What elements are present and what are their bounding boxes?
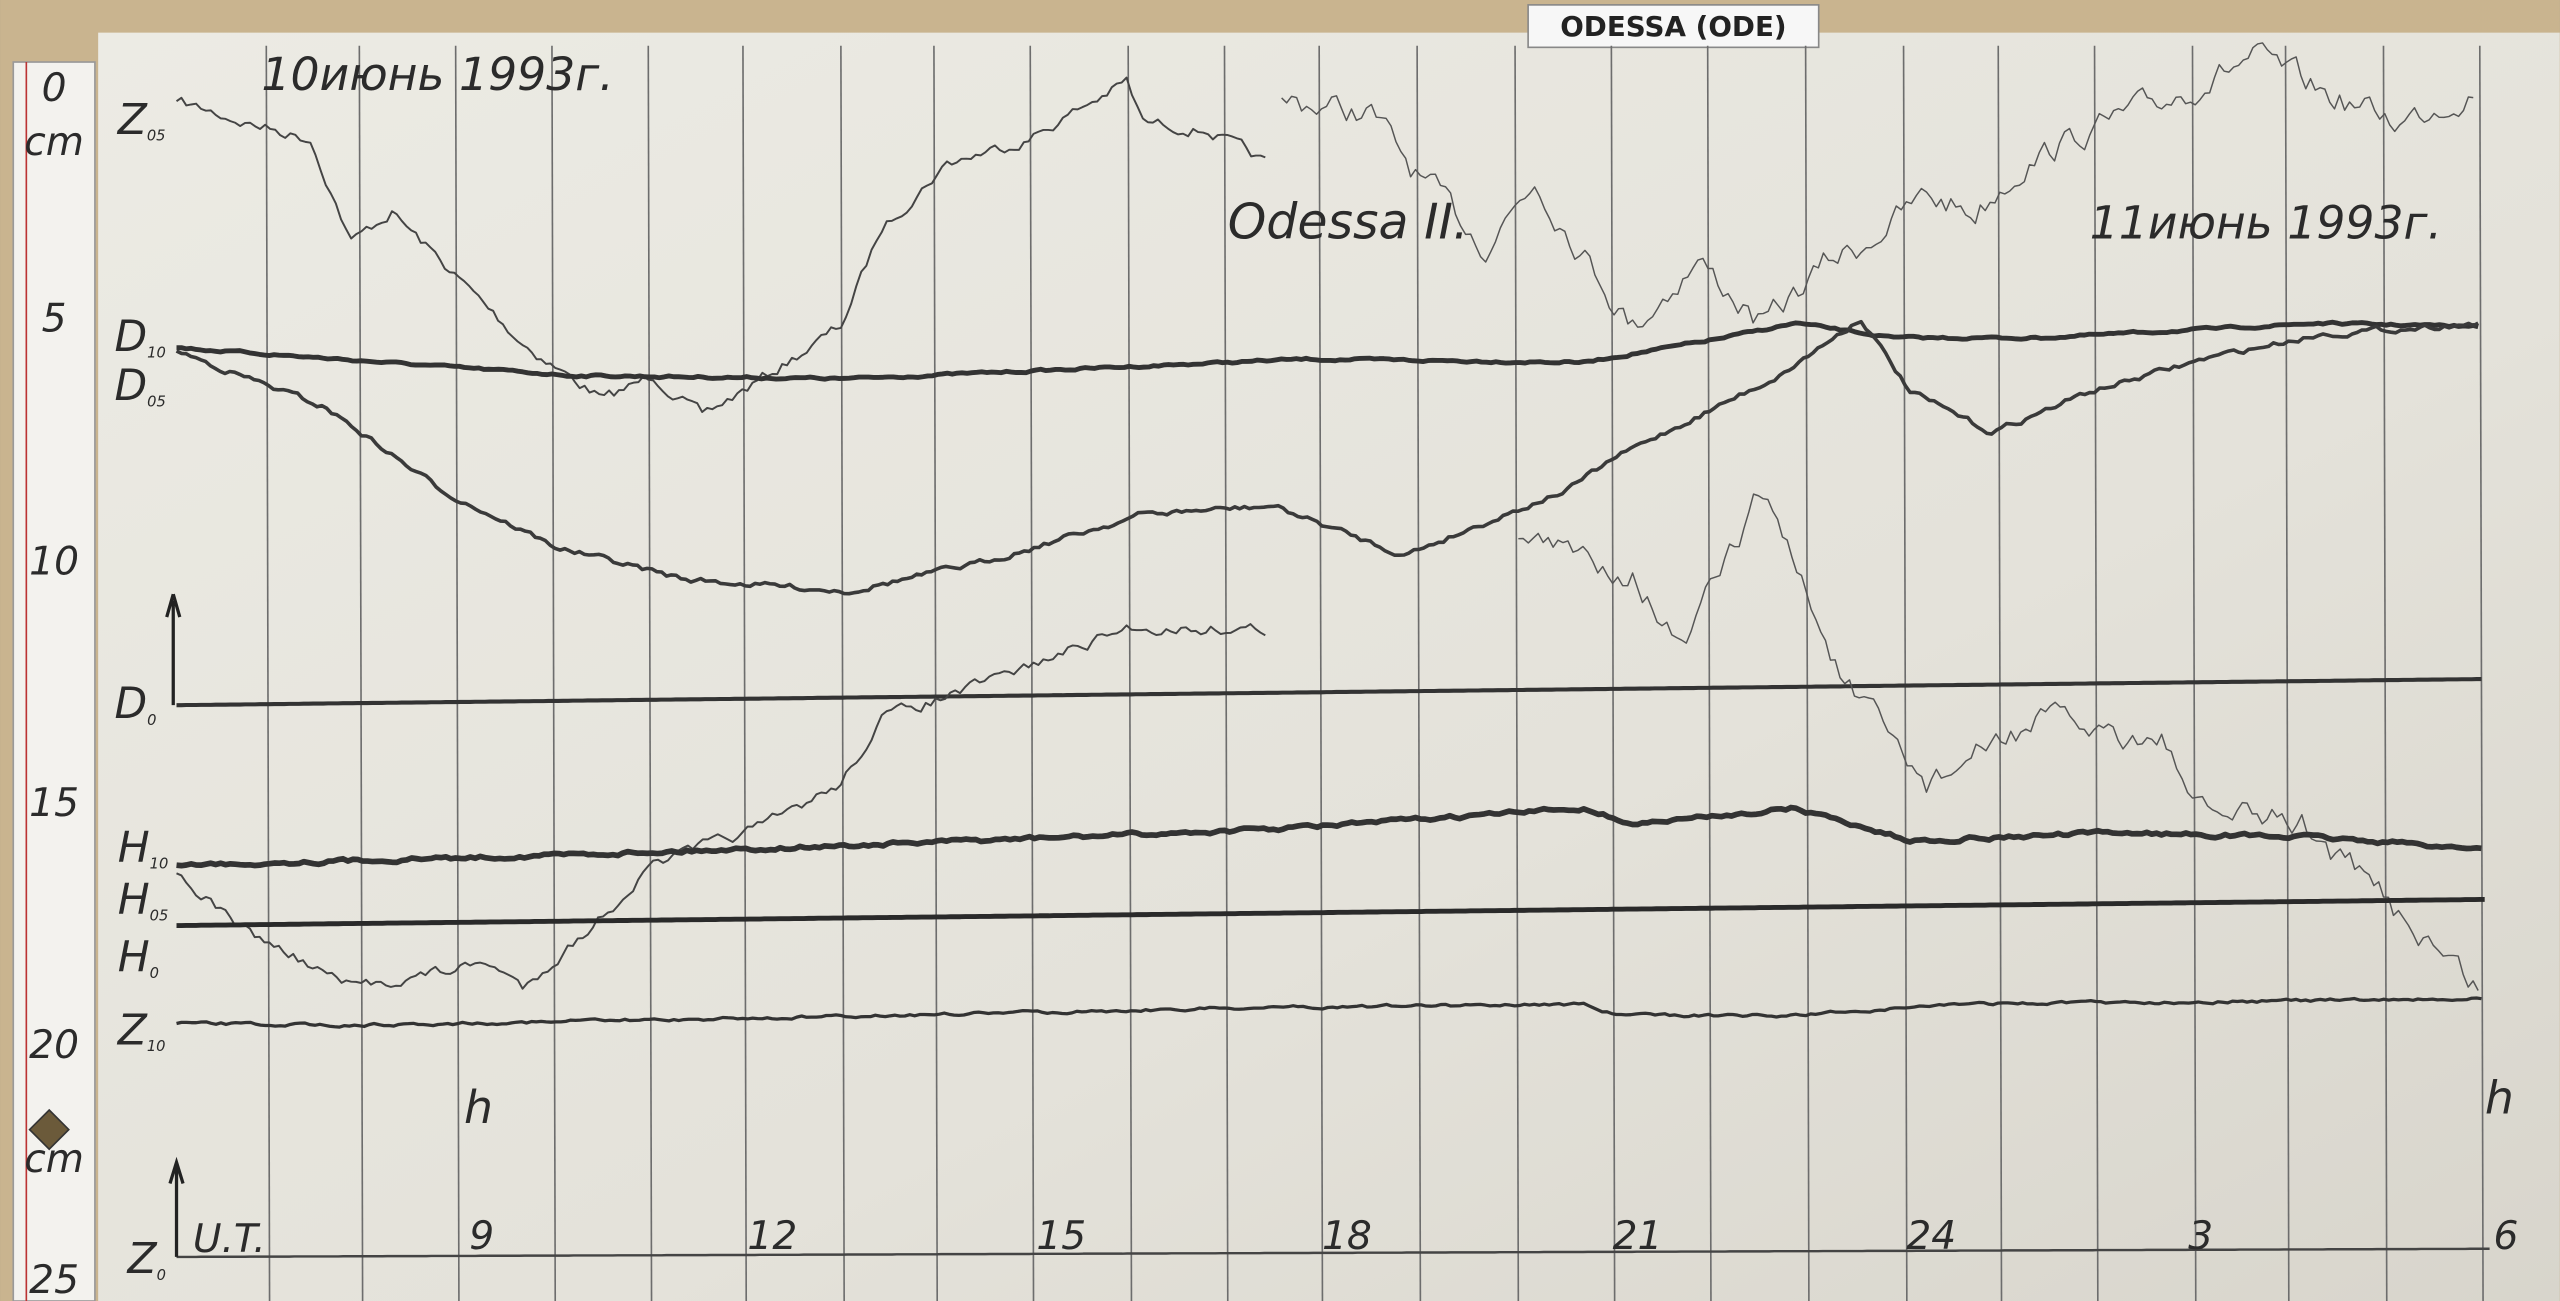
grid-line — [840, 45, 845, 1301]
station-tag-text: ODESSA (ODE) — [1560, 10, 1786, 43]
time-tick-label: 15 — [1036, 1214, 1086, 1259]
grid-line — [2478, 45, 2484, 1301]
grid-line — [1318, 45, 1324, 1301]
trace-label: H05 — [118, 876, 169, 925]
ruler-label: 20 — [29, 1023, 79, 1068]
trace-letter: H — [118, 933, 150, 982]
trace-label: Z10 — [117, 1007, 166, 1056]
date-start: 10июнь 1993г. — [261, 48, 613, 101]
grid-line — [1997, 45, 2003, 1301]
time-tick-label: 9 — [469, 1214, 494, 1259]
grid-line — [1902, 45, 1908, 1301]
trace — [176, 677, 2482, 708]
paper — [98, 32, 2560, 1301]
grid-line — [2191, 45, 2197, 1301]
grid-line — [647, 45, 653, 1301]
axis-arrows — [165, 593, 185, 1257]
trace — [176, 996, 2482, 1029]
trace-letter: Z — [127, 1235, 158, 1284]
trace-label: Z0 — [127, 1235, 166, 1284]
time-unit: U.T. — [193, 1217, 266, 1262]
grid-line — [1610, 45, 1616, 1301]
trace-letter: D — [114, 362, 147, 411]
grid-line — [551, 45, 557, 1301]
ruler-label: 25 — [29, 1258, 79, 1301]
grid-line — [2284, 45, 2290, 1301]
trace-letter: H — [118, 876, 150, 925]
grid-line — [933, 45, 939, 1301]
trace-letter: D — [114, 313, 147, 362]
trace-subscript: 0 — [157, 1267, 166, 1284]
trace-subscript: 05 — [150, 908, 169, 925]
trace-label: H10 — [118, 824, 169, 873]
trace-subscript: 10 — [147, 1038, 166, 1055]
trace — [175, 76, 1266, 413]
grid-line — [265, 45, 271, 1301]
trace-letter: D — [114, 680, 147, 729]
trace-letter: Z — [117, 1007, 148, 1056]
trace — [176, 1247, 2490, 1259]
time-tick-label: 24 — [1906, 1214, 1956, 1259]
grid-line — [2382, 45, 2388, 1301]
time-tick-label: 21 — [1613, 1214, 1663, 1259]
grid-line — [358, 45, 364, 1301]
time-tick-label: 3 — [2188, 1214, 2213, 1259]
trace-subscript: 10 — [147, 344, 166, 361]
station-name: Odessa II. — [1228, 193, 1469, 250]
grid-line — [1514, 45, 1520, 1301]
grid-line — [742, 45, 748, 1301]
trace-subscript: 05 — [147, 127, 166, 144]
trace-subscript: 0 — [147, 712, 156, 729]
trace-letter: Z — [117, 96, 148, 145]
trace-subscript: 10 — [150, 855, 169, 872]
trace-label: Z05 — [117, 96, 166, 145]
grid-line — [1029, 45, 1035, 1301]
trace-label: D05 — [114, 362, 165, 411]
ruler-label: cm — [24, 120, 84, 165]
grid-line — [2093, 45, 2099, 1301]
date-end: 11июнь 1993г. — [2090, 196, 2442, 249]
trace — [175, 319, 2480, 596]
ruler-label: 15 — [29, 781, 79, 826]
grid-line — [1706, 45, 1712, 1301]
trace-label: D10 — [114, 313, 165, 362]
trace — [176, 896, 2485, 929]
time-tick-label: 18 — [1322, 1214, 1372, 1259]
trace — [1281, 42, 2474, 328]
grid — [25, 45, 2484, 1301]
station-tag — [1527, 4, 1820, 49]
ruler-label: 5 — [42, 296, 67, 341]
ruler-marker — [28, 1108, 70, 1151]
trace — [176, 623, 1266, 990]
grid-line — [1416, 45, 1422, 1301]
time-tick-label: 12 — [747, 1214, 797, 1259]
trace-label: D0 — [114, 680, 156, 729]
trace — [176, 804, 2482, 869]
trace — [1518, 493, 2479, 991]
time-tick-label: 6 — [2493, 1214, 2518, 1259]
hour-mark: h — [464, 1081, 493, 1134]
grid-line — [454, 45, 460, 1301]
traces — [175, 42, 2490, 1259]
trace-subscript: 0 — [150, 965, 159, 982]
trace-subscript: 05 — [147, 393, 166, 410]
ruler-label: 0 — [42, 66, 67, 111]
grid-line — [1804, 45, 1810, 1301]
grid-line — [1127, 45, 1133, 1301]
trace-letter: H — [118, 824, 150, 873]
trace-label: H0 — [118, 933, 159, 982]
ruler-label: 10 — [29, 540, 79, 585]
grid-line — [1223, 45, 1229, 1301]
trace — [176, 319, 2479, 382]
hour-mark: h — [2485, 1071, 2514, 1124]
ruler-label: cm — [24, 1137, 84, 1182]
